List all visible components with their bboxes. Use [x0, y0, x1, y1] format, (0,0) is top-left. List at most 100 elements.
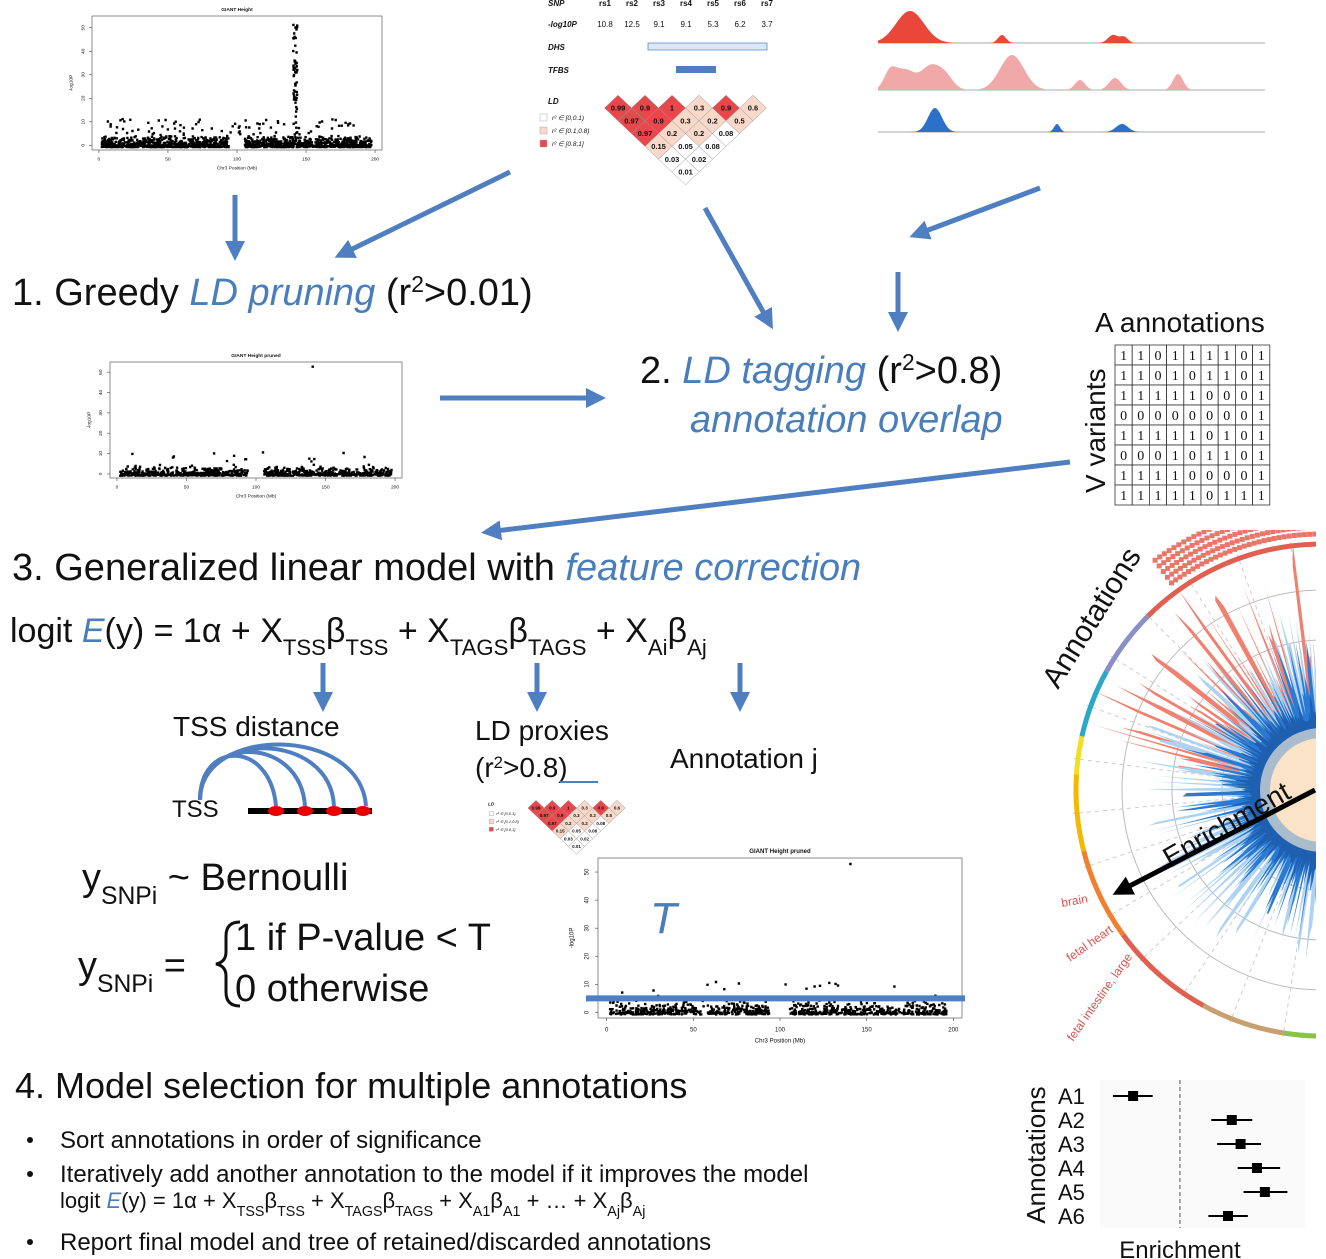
plot-title: GIANT Height	[221, 7, 253, 13]
matrix-value: 1	[1137, 369, 1144, 384]
ring-dot	[1205, 550, 1211, 556]
ring-dot	[1273, 514, 1278, 519]
ld-value: 0.02	[580, 836, 589, 841]
ring-dot	[1202, 544, 1208, 550]
ring-dot	[1199, 537, 1205, 543]
y-tick-label: 20	[98, 430, 104, 436]
text-run: y	[78, 945, 97, 987]
matrix-value: 1	[1120, 489, 1127, 504]
x-axis-label: Chr3 Position (Mb)	[755, 1038, 805, 1044]
ring-dot	[1171, 545, 1177, 551]
matrix-value: 1	[1189, 489, 1196, 504]
forest-point	[1128, 1091, 1139, 1101]
ring-dot	[1186, 536, 1192, 542]
ring-dot	[1276, 535, 1282, 541]
ring-segment	[1202, 1003, 1284, 1036]
ring-dot	[1301, 530, 1307, 531]
ring-dot	[1177, 565, 1183, 571]
legend-swatch	[488, 826, 494, 832]
ring-dot	[1186, 560, 1192, 566]
text-run: + X	[305, 1188, 345, 1213]
y-tick-label: 40	[98, 390, 104, 396]
ld-value: 0.15	[651, 142, 666, 151]
ld-value: 0.3	[581, 806, 588, 811]
tss-label: TSS	[172, 796, 219, 823]
text-run: SNPi	[101, 883, 157, 910]
x-tick-label: 50	[690, 1027, 697, 1033]
ring-dot	[1230, 530, 1236, 531]
ld-row-label: DHS	[548, 43, 566, 52]
matrix-value: 1	[1258, 469, 1265, 484]
x-tick-label: 200	[948, 1027, 959, 1033]
text-run: 3. Generalized linear model with	[12, 547, 565, 589]
legend-swatch	[539, 113, 548, 122]
ring-dot	[1312, 531, 1316, 537]
ring-dot	[1179, 548, 1185, 554]
matrix-value: 1	[1120, 429, 1127, 444]
ring-dot	[1164, 574, 1170, 580]
ring-dot	[1214, 531, 1220, 537]
y-axis-label: -log10P	[69, 75, 75, 92]
bullet-text: Iteratively add another annotation to th…	[60, 1161, 808, 1188]
ring-dot	[1196, 531, 1202, 537]
ld-panel: SNP -log10P DHS TFBS rs1 10.8 rs2 12.5 rs3 9.1 rs4…	[539, 0, 774, 186]
forest-point	[1251, 1163, 1262, 1173]
ld-value: 0.08	[705, 142, 720, 151]
ring-dot	[1285, 530, 1291, 532]
y-tick-label: 40	[80, 48, 86, 54]
x-axis-label: Chr3 Position (Mb)	[217, 165, 258, 171]
case-two: 0 otherwise	[235, 968, 429, 1010]
ld-value: 0.9	[557, 813, 564, 818]
ring-dot	[1215, 546, 1221, 552]
ring-dot	[1241, 522, 1246, 527]
matrix-value: 0	[1223, 389, 1230, 404]
ring-dot	[1244, 514, 1249, 519]
matrix-value: 1	[1172, 429, 1179, 444]
matrix-value: 0	[1189, 409, 1196, 424]
legend-swatch	[539, 139, 548, 148]
text-run: 2.	[640, 350, 682, 392]
ld-value: 0.97	[624, 116, 639, 125]
y-tick-label: 30	[98, 410, 104, 416]
matrix-value: 1	[1137, 469, 1144, 484]
ring-dot	[1274, 521, 1279, 526]
ring-dot	[1232, 531, 1238, 537]
text-run: E	[82, 612, 105, 650]
y-tick-label: 0	[98, 472, 104, 475]
text-run: Aj	[687, 635, 707, 660]
manhattan-plot: GIANT Height pruned Chr3 Position (Mb) -lo…	[87, 353, 403, 499]
bullet	[27, 1171, 33, 1177]
manhattan-plot: GIANT Height pruned Chr3 Position (Mb) -lo…	[570, 849, 965, 1044]
plot-frame	[91, 15, 383, 151]
ring-dot	[1186, 569, 1192, 575]
snp-label: rs5	[707, 0, 720, 8]
x-tick-label: 200	[391, 485, 399, 491]
snp-label: rs4	[680, 0, 693, 8]
matrix-value: 0	[1206, 469, 1213, 484]
ld-cell	[568, 838, 585, 855]
logp-value: 12.5	[624, 20, 640, 29]
matrix-value: 1	[1137, 389, 1144, 404]
ring-dot	[1166, 548, 1172, 554]
ld-value: 0.6	[614, 806, 621, 811]
ring-dot	[1157, 554, 1163, 560]
ring-dot	[1191, 557, 1197, 563]
text-run: feature correction	[565, 547, 861, 589]
ring-dot	[1209, 533, 1215, 539]
legend-label: r² ∈ [0,0.1)	[496, 811, 516, 816]
arrow	[909, 185, 1041, 240]
ring-dot	[1261, 538, 1267, 544]
ld-value: 0.6	[748, 104, 758, 113]
x-axis-label: Chr3 Position (Mb)	[236, 493, 277, 499]
ring-dot	[1285, 520, 1290, 525]
ld-value: 0.9	[653, 116, 663, 125]
ld-row-label: TFBS	[548, 66, 570, 75]
matrix-value: 1	[1223, 489, 1230, 504]
ring-dot	[1294, 505, 1299, 510]
matrix-cell	[1252, 484, 1271, 506]
step2-subheading: annotation overlap	[690, 399, 1003, 441]
ring-dot	[1212, 539, 1218, 545]
ring-dot	[1204, 535, 1210, 541]
ring-segment	[1079, 670, 1109, 737]
ring-dot	[1241, 543, 1247, 549]
